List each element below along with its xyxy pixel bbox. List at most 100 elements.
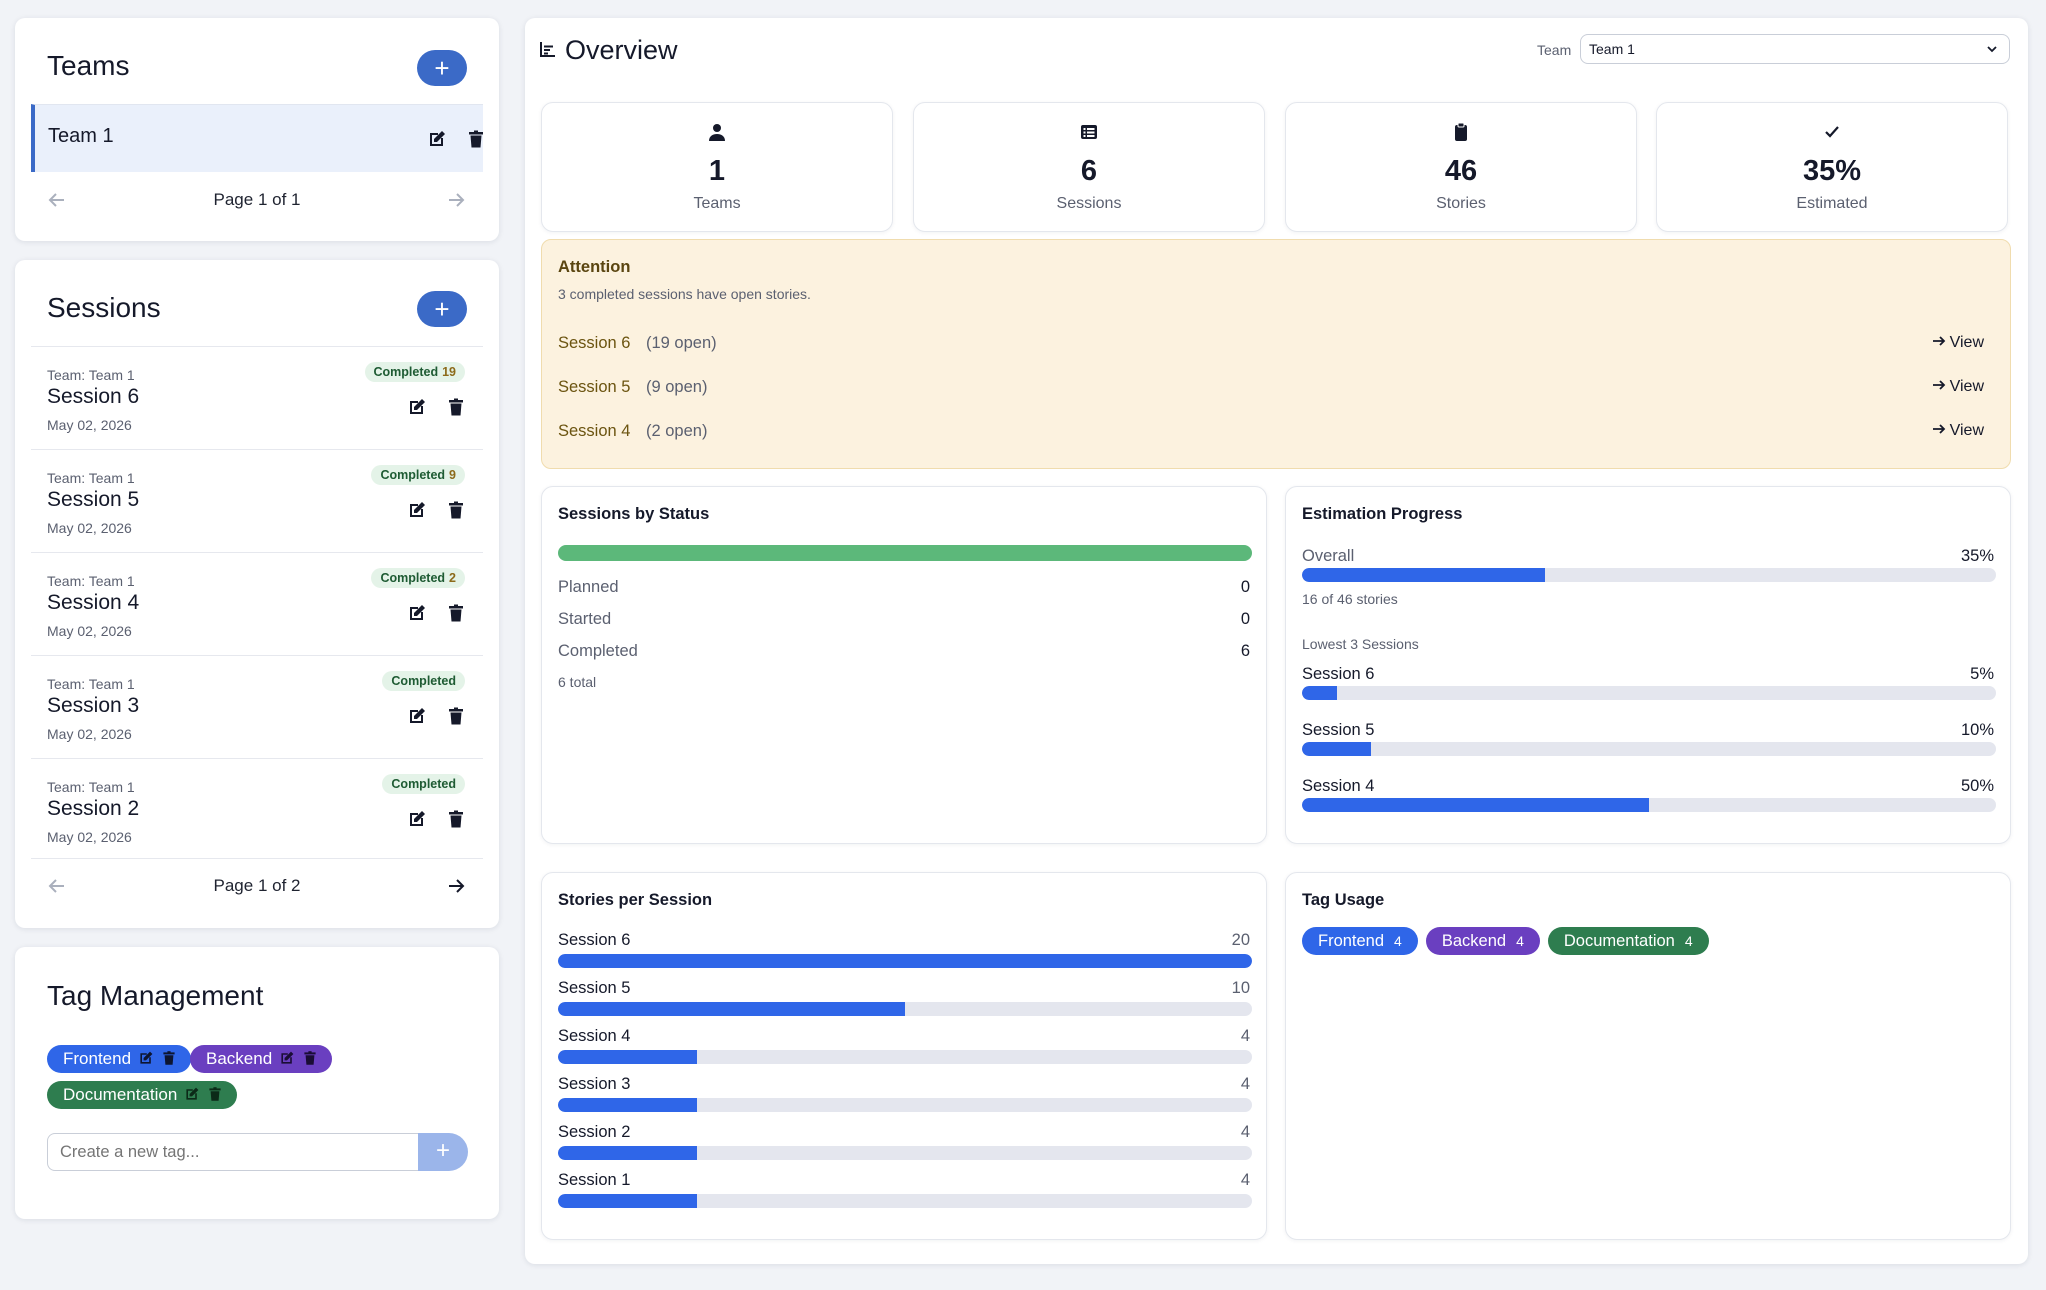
overview-title: Overview [565, 35, 678, 65]
team-item[interactable]: Team 1 [31, 104, 483, 172]
session-list-item[interactable]: Team: Team 1 Session 5 May 02, 2026 Complet… [31, 449, 483, 552]
panel-title: Sessions by Status [558, 505, 710, 523]
session-date: May 02, 2026 [47, 726, 132, 742]
tag-pill-frontend[interactable]: Frontend [47, 1045, 191, 1073]
stories-bar-fill [558, 1098, 697, 1112]
add-session-button[interactable]: + [417, 291, 467, 327]
sessions-title: Sessions [47, 292, 161, 323]
stories-bar-fill [558, 1002, 905, 1016]
add-tag-button[interactable]: + [418, 1133, 468, 1171]
open-count: 2 [449, 571, 456, 585]
trash-icon[interactable] [302, 1047, 318, 1065]
teams-title: Teams [47, 50, 130, 81]
session-list-item[interactable]: Team: Team 1 Session 6 May 02, 2026 Complet… [31, 346, 483, 449]
prev-page-arrow-icon[interactable] [46, 875, 68, 897]
overall-note: 16 of 46 stories [1302, 591, 1398, 607]
session-progress-bar [1302, 798, 1996, 812]
edit-icon[interactable] [279, 1047, 295, 1064]
trash-icon[interactable] [446, 500, 466, 520]
view-link[interactable]: View [1932, 378, 1984, 396]
arrow-right-icon [1932, 378, 1946, 392]
session-team: Team: Team 1 [47, 573, 135, 589]
tag-usage-pill: Frontend 4 [1302, 927, 1418, 955]
tag-usage-name: Documentation [1563, 932, 1675, 950]
edit-icon[interactable] [407, 706, 427, 726]
trash-icon[interactable] [446, 603, 466, 623]
session-list-item[interactable]: Team: Team 1 Session 3 May 02, 2026 Complet… [31, 655, 483, 758]
session-name: Session 5 [47, 488, 140, 511]
stat-label: Sessions [1056, 195, 1122, 212]
attention-open-count: (2 open) [646, 422, 708, 440]
stat-label: Estimated [1796, 195, 1868, 212]
list-icon [1078, 121, 1100, 143]
trash-icon[interactable] [446, 397, 466, 417]
status-row-value: 0 [1240, 578, 1250, 596]
stat-label: Stories [1436, 195, 1486, 212]
attention-session-link[interactable]: Session 6 [558, 334, 631, 352]
session-list-item[interactable]: Team: Team 1 Session 2 May 02, 2026 Complet… [31, 758, 483, 861]
sessions-pager: Page 1 of 2 [15, 872, 499, 902]
session-date: May 02, 2026 [47, 417, 132, 433]
tag-pill-documentation[interactable]: Documentation [47, 1081, 237, 1109]
trash-icon[interactable] [446, 706, 466, 726]
panel-title: Tag Usage [1302, 891, 1385, 909]
trash-icon[interactable] [466, 129, 486, 149]
session-team: Team: Team 1 [47, 367, 135, 383]
status-badge-label: Completed [391, 777, 456, 791]
edit-icon[interactable] [407, 500, 427, 520]
edit-icon[interactable] [427, 129, 447, 149]
divider [31, 858, 483, 859]
session-list-item[interactable]: Team: Team 1 Session 4 May 02, 2026 Complet… [31, 552, 483, 655]
tag-usage-count: 4 [1394, 933, 1402, 949]
tag-management-card: Tag Management Frontend Backend Document… [15, 947, 499, 1219]
teams-card: Teams + Team 1 Page 1 of 1 [15, 18, 499, 241]
trash-icon[interactable] [207, 1083, 223, 1101]
status-badge-label: Completed [380, 571, 446, 585]
lowest-session-name: Session 5 [1302, 721, 1375, 739]
attention-session-link[interactable]: Session 4 [558, 422, 631, 440]
session-date: May 02, 2026 [47, 623, 132, 639]
chevron-down-icon [1985, 42, 1999, 56]
attention-subtitle: 3 completed sessions have open stories. [558, 286, 811, 302]
open-count: 9 [449, 468, 456, 482]
edit-icon[interactable] [407, 809, 427, 829]
team-select[interactable]: Team 1 [1580, 34, 2010, 64]
edit-icon[interactable] [407, 397, 427, 417]
tag-pill-backend[interactable]: Backend [190, 1045, 332, 1073]
trash-icon[interactable] [161, 1047, 177, 1065]
edit-icon[interactable] [184, 1083, 200, 1100]
team-item-name: Team 1 [48, 125, 114, 147]
prev-page-arrow-icon[interactable] [46, 189, 68, 211]
next-page-arrow-icon[interactable] [445, 875, 467, 897]
session-team: Team: Team 1 [47, 676, 135, 692]
sessions-page-indicator: Page 1 of 2 [213, 876, 301, 895]
session-name: Session 6 [47, 385, 140, 408]
lowest-session-name: Session 4 [1302, 777, 1375, 795]
edit-icon[interactable] [138, 1047, 154, 1064]
edit-icon[interactable] [407, 603, 427, 623]
view-link[interactable]: View [1932, 422, 1984, 440]
status-badge: Completed [382, 774, 465, 794]
view-link-label: View [1949, 334, 1984, 351]
stories-bar [558, 1098, 1252, 1112]
status-row-value: 6 [1240, 642, 1250, 660]
status-badge: Completed 19 [364, 362, 465, 382]
tag-name: Documentation [63, 1085, 178, 1104]
sessions-by-status-panel: Sessions by Status Planned 0 Started 0 Compl… [541, 486, 1267, 844]
attention-open-count: (19 open) [646, 334, 717, 352]
add-team-button[interactable]: + [417, 50, 467, 86]
attention-session-link[interactable]: Session 5 [558, 378, 631, 396]
new-tag-input[interactable] [47, 1133, 419, 1171]
teams-page-indicator: Page 1 of 1 [213, 190, 301, 209]
session-team: Team: Team 1 [47, 470, 135, 486]
trash-icon[interactable] [446, 809, 466, 829]
view-link[interactable]: View [1932, 334, 1984, 352]
stories-bar-fill [558, 1050, 697, 1064]
next-page-arrow-icon[interactable] [445, 189, 467, 211]
overall-pct: 35% [1960, 547, 1994, 565]
stories-count: 4 [1240, 1075, 1250, 1093]
status-row-label: Started [558, 610, 612, 628]
tag-usage-pill: Backend 4 [1425, 927, 1540, 955]
status-row-label: Planned [558, 578, 619, 596]
stories-count: 4 [1240, 1123, 1250, 1141]
